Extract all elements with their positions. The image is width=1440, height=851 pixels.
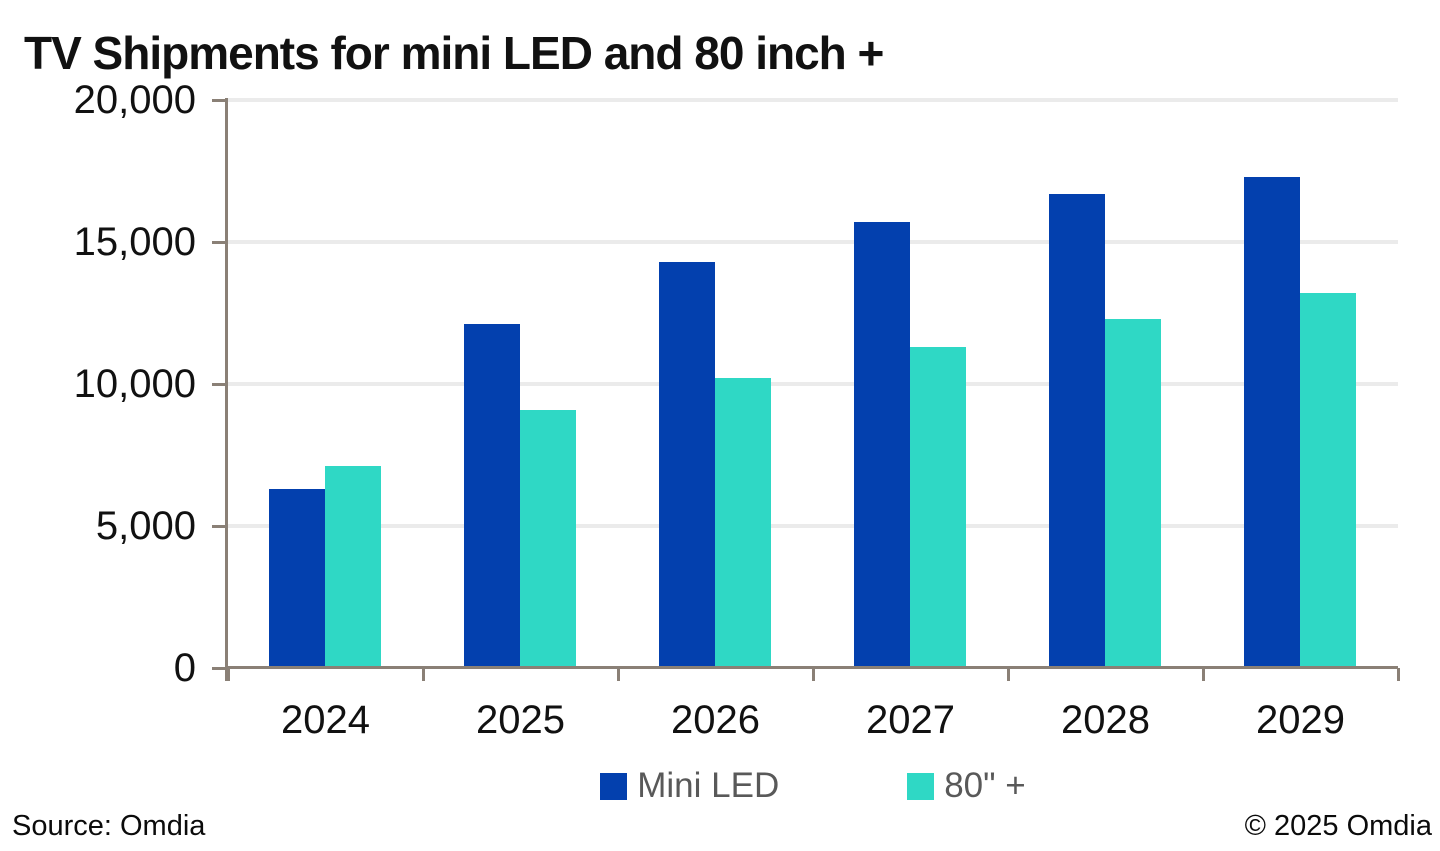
y-axis-label-5000: 5,000 bbox=[95, 504, 196, 548]
legend-label-mini-led: Mini LED bbox=[637, 766, 780, 805]
bar-80-2029 bbox=[1300, 293, 1356, 668]
x-tick-1 bbox=[421, 668, 425, 681]
chart-title: TV Shipments for mini LED and 80 inch + bbox=[24, 27, 884, 79]
legend-label-80-plus: 80" + bbox=[944, 766, 1026, 805]
x-tick-6 bbox=[1396, 668, 1400, 681]
y-tick-10000 bbox=[212, 382, 228, 386]
y-axis-label-20000: 20,000 bbox=[73, 78, 196, 122]
mini-led-swatch-icon bbox=[600, 772, 628, 800]
legend-item-mini-led: Mini LED bbox=[600, 766, 779, 806]
bar-mini-led-2029 bbox=[1244, 176, 1300, 668]
gridline-5000 bbox=[228, 524, 1398, 528]
x-axis-line bbox=[228, 666, 1398, 669]
x-axis-label-2029: 2029 bbox=[1256, 698, 1345, 742]
x-axis-label-2027: 2027 bbox=[866, 698, 955, 742]
y-tick-5000 bbox=[212, 524, 228, 528]
bar-mini-led-2026 bbox=[659, 261, 715, 668]
bar-80-2025 bbox=[520, 409, 576, 668]
x-axis-label-2025: 2025 bbox=[476, 698, 565, 742]
bar-80-2028 bbox=[1105, 318, 1161, 668]
plot-area bbox=[228, 98, 1398, 668]
source-note: Source: Omdia bbox=[12, 810, 206, 842]
gridline-20000 bbox=[228, 98, 1398, 102]
gridline-15000 bbox=[228, 240, 1398, 244]
bar-80-2024 bbox=[325, 466, 381, 668]
y-tick-20000 bbox=[212, 98, 228, 102]
y-tick-15000 bbox=[212, 240, 228, 244]
y-axis-line bbox=[225, 98, 228, 681]
bar-mini-led-2027 bbox=[854, 222, 910, 668]
x-axis-label-2028: 2028 bbox=[1061, 698, 1150, 742]
x-tick-0 bbox=[226, 668, 230, 681]
y-tick-0 bbox=[212, 666, 228, 670]
x-tick-5 bbox=[1201, 668, 1205, 681]
legend: Mini LED 80" + bbox=[228, 766, 1398, 806]
gridline-10000 bbox=[228, 382, 1398, 386]
y-axis-label-10000: 10,000 bbox=[73, 362, 196, 406]
bar-mini-led-2025 bbox=[464, 324, 520, 668]
bar-mini-led-2028 bbox=[1049, 193, 1105, 668]
bar-80-2026 bbox=[715, 378, 771, 668]
x-tick-4 bbox=[1006, 668, 1010, 681]
x-tick-2 bbox=[616, 668, 620, 681]
y-axis-label-15000: 15,000 bbox=[73, 220, 196, 264]
copyright-note: © 2025 Omdia bbox=[1244, 810, 1432, 842]
legend-item-80-plus: 80" + bbox=[907, 766, 1026, 806]
bar-mini-led-2024 bbox=[269, 489, 325, 668]
x-axis-label-2026: 2026 bbox=[671, 698, 760, 742]
y-axis-label-0: 0 bbox=[173, 646, 196, 690]
x-axis-label-2024: 2024 bbox=[281, 698, 370, 742]
eighty-plus-swatch-icon bbox=[907, 772, 935, 800]
bar-80-2027 bbox=[910, 347, 966, 668]
x-tick-3 bbox=[811, 668, 815, 681]
